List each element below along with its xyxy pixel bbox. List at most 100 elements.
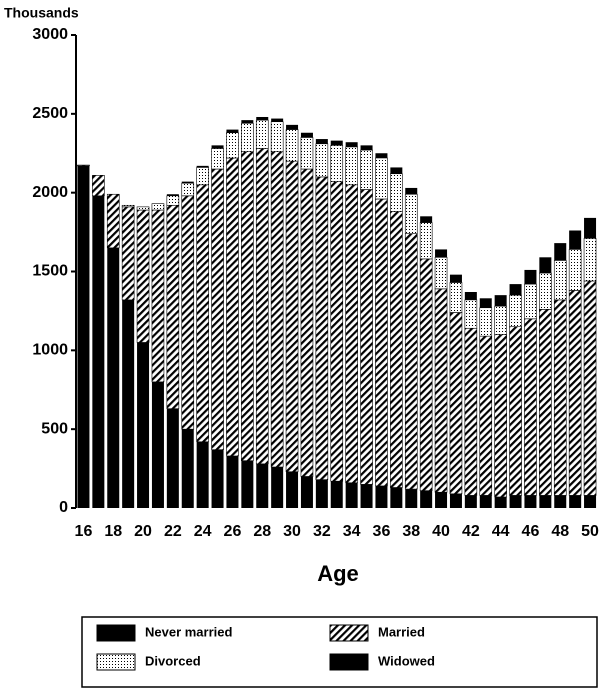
bar-segment [494, 496, 507, 508]
bar-segment [241, 120, 254, 124]
bar-segment [360, 145, 373, 151]
bar-segment [449, 282, 463, 313]
bar-segment [270, 121, 284, 152]
x-tick-label: 50 [581, 523, 599, 540]
bar-segment [226, 129, 239, 133]
bar-segment [375, 198, 388, 487]
x-axis-title: Age [317, 561, 359, 586]
bar-segment [509, 294, 522, 327]
bar-segment [211, 449, 224, 508]
bar-segment [256, 116, 269, 121]
bar-segment [390, 487, 403, 508]
bar-segment [404, 193, 418, 234]
bar-segment [449, 274, 462, 283]
bar-segment [509, 495, 522, 508]
x-tick-label: 18 [104, 523, 122, 540]
bar-segment [554, 495, 567, 508]
chart-title: Thousands [4, 5, 79, 21]
x-tick-label: 46 [522, 523, 540, 540]
bar-segment [196, 165, 209, 168]
bar-segment [136, 206, 150, 211]
bar-segment [226, 455, 239, 508]
bar-segment [226, 157, 239, 457]
bar-segment [196, 167, 209, 186]
bar-segment [434, 257, 448, 290]
bar-segment [524, 269, 537, 285]
bar-segment [435, 249, 448, 258]
bar-segment [569, 230, 582, 250]
bar-segment [77, 165, 90, 508]
bar-segment [524, 318, 537, 496]
bar-segment [286, 471, 299, 508]
bar-segment [434, 288, 448, 493]
bar-segment [166, 204, 180, 409]
legend-swatch [96, 653, 136, 671]
bar-segment [494, 305, 507, 335]
bar-segment [285, 160, 299, 473]
bar-segment [345, 146, 358, 186]
bar-segment [345, 142, 358, 147]
x-tick-label: 16 [75, 523, 93, 540]
bar-segment [539, 257, 552, 274]
bar-segment [509, 326, 522, 496]
bar-segment [583, 280, 597, 496]
bar-segment [539, 272, 552, 310]
legend-label: Widowed [378, 653, 435, 668]
bar-segment [345, 482, 358, 508]
y-tick-label: 1500 [32, 263, 68, 280]
bar-segment [255, 119, 269, 149]
bar-segment [211, 168, 224, 450]
bar-segment [360, 484, 373, 508]
bar-segment [241, 460, 254, 508]
y-tick-label: 1000 [32, 342, 68, 359]
bar-segment [226, 132, 239, 159]
bar-segment [241, 122, 254, 152]
bar-segment [554, 243, 567, 261]
bar-segment [479, 335, 493, 496]
bar-segment [315, 139, 328, 144]
legend-label: Never married [145, 624, 232, 639]
bar-segment [106, 193, 120, 249]
y-tick-label: 2000 [32, 184, 68, 201]
bar-segment [271, 467, 284, 508]
bar-segment [375, 153, 388, 158]
bar-segment [151, 209, 165, 383]
bar-segment [300, 137, 314, 170]
bar-segment [315, 176, 329, 480]
bar-segment [404, 233, 418, 490]
y-tick-label: 0 [59, 499, 68, 516]
y-tick-label: 2500 [32, 105, 68, 122]
bar-segment [479, 495, 492, 508]
bar-segment [360, 149, 373, 190]
bar-segment [345, 184, 358, 484]
bar-segment [494, 295, 507, 307]
bar-segment [584, 217, 597, 239]
bar-segment [181, 182, 195, 197]
x-tick-label: 32 [313, 523, 331, 540]
legend-box [81, 616, 598, 688]
bar-segment [285, 129, 299, 162]
bar-segment [92, 175, 105, 197]
bar-segment [553, 299, 567, 496]
bar-segment [464, 495, 477, 508]
bar-segment [330, 181, 344, 482]
x-tick-label: 26 [224, 523, 242, 540]
bar-segment [315, 479, 328, 508]
x-tick-label: 34 [343, 523, 361, 540]
legend-swatch [329, 653, 369, 671]
bar-segment [390, 211, 403, 488]
bar-segment [166, 408, 179, 508]
bar-segment [330, 140, 343, 146]
x-tick-label: 42 [462, 523, 480, 540]
bar-segment [181, 429, 194, 508]
legend-swatch [96, 624, 136, 642]
y-tick-label: 500 [41, 420, 68, 437]
legend-swatch [329, 624, 369, 642]
bar-segment [300, 168, 314, 477]
bar-segment [464, 291, 477, 300]
bar-segment [420, 216, 433, 223]
legend-label: Divorced [145, 653, 201, 668]
bar-segment [315, 143, 329, 178]
bar-segment [449, 312, 463, 495]
bar-segment [494, 334, 507, 498]
